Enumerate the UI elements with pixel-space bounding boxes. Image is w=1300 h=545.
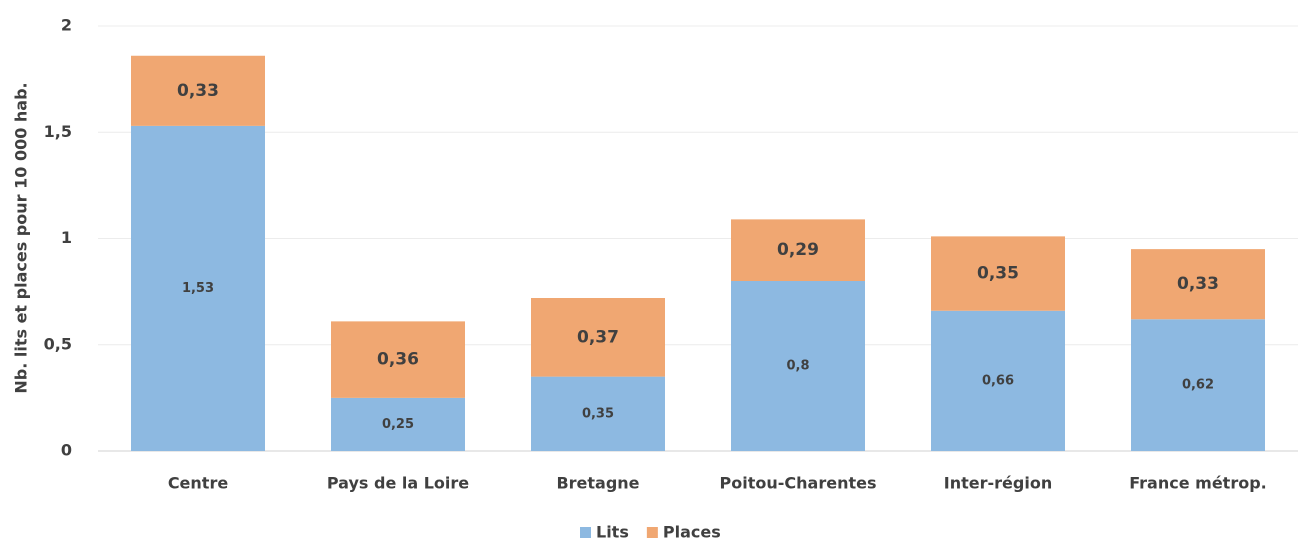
y-tick-label: 1: [61, 228, 72, 247]
bar-segment: [931, 236, 1065, 311]
x-tick-label: France métrop.: [1129, 474, 1266, 493]
value-label: 0,35: [977, 264, 1019, 284]
x-tick-label: Inter-région: [944, 474, 1052, 493]
x-tick-label: Poitou-Charentes: [720, 474, 877, 493]
bar-segment: [531, 298, 665, 377]
y-tick-label: 1,5: [44, 122, 72, 141]
value-label: 0,62: [1182, 378, 1214, 393]
x-tick-label: Pays de la Loire: [327, 474, 469, 493]
x-tick-label: Centre: [168, 474, 229, 493]
bar-segment: [331, 397, 465, 451]
bar-segment: [731, 219, 865, 281]
bar-segment: [331, 321, 465, 398]
legend-label: Lits: [596, 523, 629, 542]
bar-segment: [931, 310, 1065, 451]
value-label: 0,25: [382, 417, 414, 432]
legend-swatch: [580, 527, 591, 538]
y-tick-label: 0,5: [44, 334, 72, 353]
legend-swatch: [646, 527, 658, 538]
bar-segment: [131, 55, 265, 126]
bar-segment: [1131, 319, 1265, 451]
bar-segment: [731, 281, 865, 451]
value-label: 0,33: [1177, 274, 1219, 294]
y-axis-label: Nb. lits et places pour 10 000 hab.: [12, 82, 31, 393]
value-label: 0,8: [786, 359, 809, 374]
bar-segment: [131, 125, 265, 451]
value-label: 0,66: [982, 373, 1014, 388]
y-tick-label: 2: [61, 16, 72, 35]
value-label: 0,37: [577, 327, 619, 347]
value-label: 1,53: [182, 281, 214, 296]
x-tick-label: Bretagne: [556, 474, 639, 493]
bar-segment: [531, 376, 665, 451]
bar-segment: [1131, 249, 1265, 320]
value-label: 0,29: [777, 240, 819, 260]
value-label: 0,33: [177, 81, 219, 101]
legend-label: Places: [663, 523, 721, 542]
value-label: 0,35: [582, 406, 614, 421]
value-label: 0,36: [377, 350, 419, 370]
y-tick-label: 0: [61, 441, 72, 460]
